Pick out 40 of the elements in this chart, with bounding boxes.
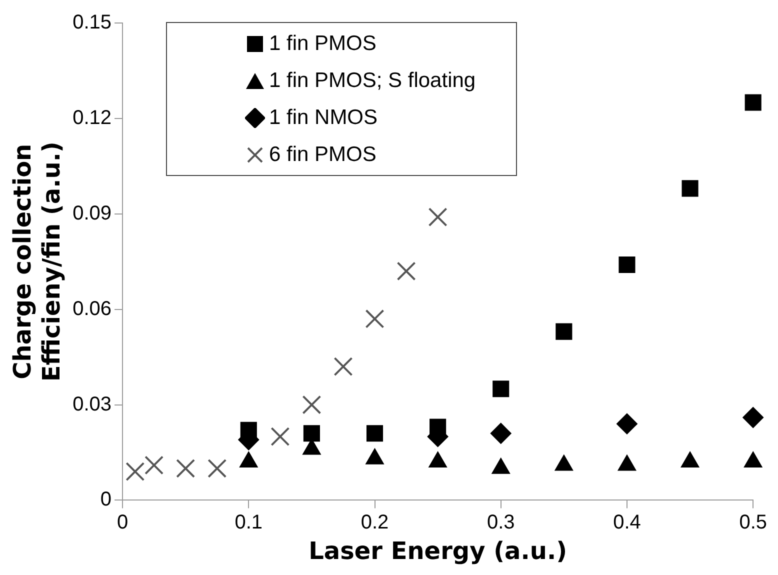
legend-label: 1 fin NMOS bbox=[269, 106, 378, 129]
point bbox=[682, 180, 698, 197]
y-tick-label: 0.15 bbox=[72, 12, 112, 34]
point bbox=[744, 94, 762, 111]
point bbox=[334, 357, 353, 376]
point bbox=[176, 458, 196, 478]
y-tick-label: 0.03 bbox=[72, 393, 112, 416]
point bbox=[144, 456, 164, 475]
legend-label: 6 fin PMOS bbox=[269, 143, 376, 166]
x-tick-label: 0.4 bbox=[613, 512, 641, 534]
point bbox=[126, 462, 145, 482]
legend-label: 1 fin PMOS bbox=[269, 32, 376, 55]
y-tick-label: 0 bbox=[100, 488, 112, 511]
x-tick-label: 0.2 bbox=[360, 512, 389, 534]
y-axis-title: Charge collection Efficieny/fin (a.u.) bbox=[8, 142, 66, 382]
x-tick-label: 0 bbox=[116, 512, 128, 534]
point bbox=[428, 208, 448, 227]
y-tick-label: 0.09 bbox=[72, 202, 112, 224]
point bbox=[302, 395, 322, 414]
point bbox=[366, 425, 384, 442]
point bbox=[303, 425, 320, 442]
x-tick-label: 0.5 bbox=[739, 512, 768, 534]
y-tick-label: 0.06 bbox=[72, 298, 112, 320]
point bbox=[208, 458, 227, 478]
point bbox=[618, 256, 636, 274]
point bbox=[270, 427, 290, 446]
x-tick-label: 0.1 bbox=[234, 512, 263, 534]
point bbox=[490, 422, 512, 444]
point bbox=[492, 380, 510, 398]
point bbox=[742, 406, 764, 428]
legend-label: 1 fin PMOS; S floating bbox=[269, 69, 476, 92]
point bbox=[616, 413, 638, 434]
point bbox=[430, 418, 446, 436]
x-tick-label: 0.3 bbox=[486, 512, 515, 534]
point bbox=[365, 309, 384, 328]
y-tick-label: 0.12 bbox=[72, 106, 112, 129]
x-axis-title: Laser Energy (a.u.) bbox=[308, 536, 568, 565]
point bbox=[556, 323, 572, 340]
point bbox=[240, 422, 257, 438]
point bbox=[396, 262, 416, 281]
